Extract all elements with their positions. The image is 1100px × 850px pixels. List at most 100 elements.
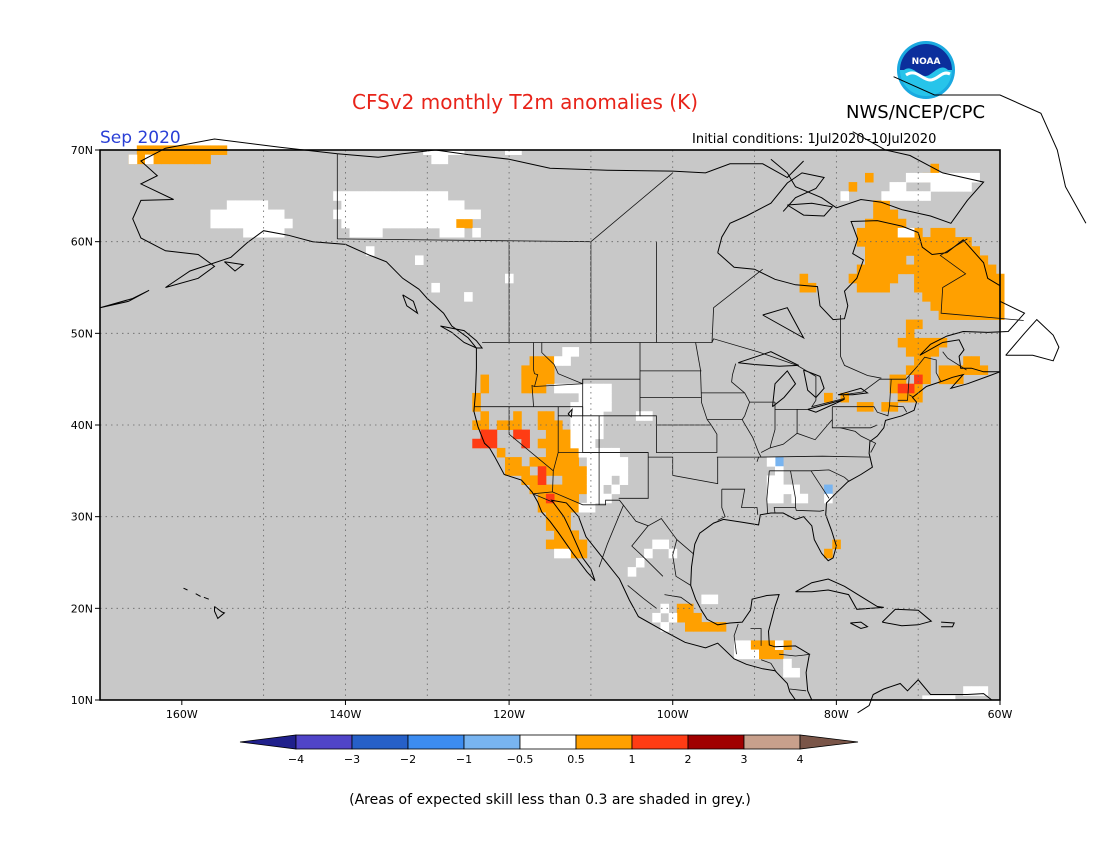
anomaly-cell [922,337,931,348]
anomaly-cell [873,264,882,275]
anomaly-cell [979,273,989,284]
anomaly-cell [472,209,481,220]
anomaly-cell [570,420,580,430]
anomaly-cell [922,273,931,284]
anomaly-cell [824,484,833,495]
anomaly-cell [562,521,571,531]
anomaly-cell [930,273,940,284]
coastline [837,387,869,396]
anomaly-cell [480,383,490,394]
anomaly-cell [873,227,882,238]
anomaly-cell [865,264,874,275]
anomaly-cell [464,292,473,302]
anomaly-cell [881,402,890,412]
anomaly-cell [529,475,539,485]
anomaly-cell [545,466,555,476]
colorbar-tick-label: −1 [456,753,472,766]
anomaly-cell [455,227,465,238]
anomaly-cell [390,218,400,229]
anomaly-cell [562,530,571,540]
border-line [337,238,591,243]
anomaly-cell [775,493,784,504]
anomaly-cell [971,356,980,366]
anomaly-cell [259,218,269,229]
anomaly-cell [742,649,751,660]
anomaly-cell [897,392,907,403]
anomaly-cell [963,172,972,183]
anomaly-cell [955,182,964,192]
anomaly-cell [676,603,686,614]
anomaly-cell [390,191,400,201]
anomaly-cell [963,237,972,247]
anomaly-cell [775,640,784,650]
anomaly-cell [889,402,899,412]
anomaly-cell [938,292,948,302]
anomaly-cell [971,172,980,183]
anomaly-cell [595,392,604,403]
anomaly-cell [881,264,890,275]
anomaly-cell [881,209,890,220]
coastline [224,261,245,272]
anomaly-cell [873,273,882,284]
anomaly-cell [766,457,776,467]
anomaly-cell [595,402,604,412]
colorbar-tick-label: −2 [400,753,416,766]
anomaly-cell [963,292,972,302]
anomaly-cell [537,484,547,495]
anomaly-cell [963,301,972,311]
colorbar-segment [687,734,745,750]
coastline [214,606,226,620]
anomaly-cell [676,612,686,623]
anomaly-cell [545,429,555,440]
anomaly-cell [521,383,530,394]
border-line [750,628,762,646]
anomaly-cell [529,374,539,385]
anomaly-cell [586,457,596,467]
anomaly-cell [660,622,670,632]
anomaly-cell [545,374,555,385]
anomaly-cell [382,209,391,220]
anomaly-cell [455,218,465,229]
anomaly-cell [955,292,964,302]
anomaly-cell [398,209,408,220]
lat-tick-label: 20N [71,602,93,615]
coastline [440,325,484,349]
anomaly-cell [570,457,580,467]
colorbar-segment [295,734,353,750]
anomaly-cell [766,649,776,660]
anomaly-cell [873,200,882,210]
anomaly-cell [545,365,555,375]
anomaly-cell [963,246,972,256]
border-line [758,455,871,458]
anomaly-cell [415,255,424,265]
anomaly-cell [987,282,997,293]
colorbar-tick-label: 0.5 [567,753,585,766]
anomaly-cell [513,429,522,440]
anomaly-cell [235,209,244,220]
coastline [738,351,799,367]
anomaly-cell [570,475,580,485]
anomaly-cell [758,640,768,650]
anomaly-cell [570,502,580,513]
anomaly-cell [824,392,833,403]
border-line [775,406,833,441]
anomaly-cell [987,301,997,311]
anomaly-cell [881,191,890,201]
anomaly-cell [930,292,940,302]
anomaly-cell [259,209,269,220]
anomaly-cell [488,438,498,449]
anomaly-cell [881,227,890,238]
anomaly-cell [905,227,915,238]
coastline [418,288,796,701]
anomaly-cell [251,227,260,238]
anomaly-cell [537,383,547,394]
anomaly-cell [783,484,792,495]
anomaly-cell [341,191,350,201]
anomaly-cell [905,172,915,183]
anomaly-cell [406,209,416,220]
anomaly-cell [169,154,179,165]
border-line [534,378,640,387]
anomaly-cell [930,264,940,275]
anomaly-cell [251,209,260,220]
colorbar-tick-label: −4 [288,753,304,766]
